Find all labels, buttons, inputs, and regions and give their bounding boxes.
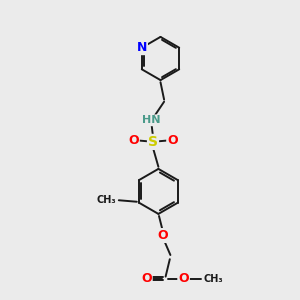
Text: O: O — [141, 272, 152, 285]
Text: HN: HN — [142, 115, 161, 125]
Text: O: O — [128, 134, 139, 147]
Text: O: O — [158, 229, 168, 242]
Text: CH₃: CH₃ — [204, 274, 223, 284]
Text: S: S — [148, 135, 158, 149]
Text: CH₃: CH₃ — [96, 195, 116, 205]
Text: N: N — [136, 41, 147, 54]
Text: O: O — [167, 134, 178, 147]
Text: O: O — [178, 272, 189, 285]
